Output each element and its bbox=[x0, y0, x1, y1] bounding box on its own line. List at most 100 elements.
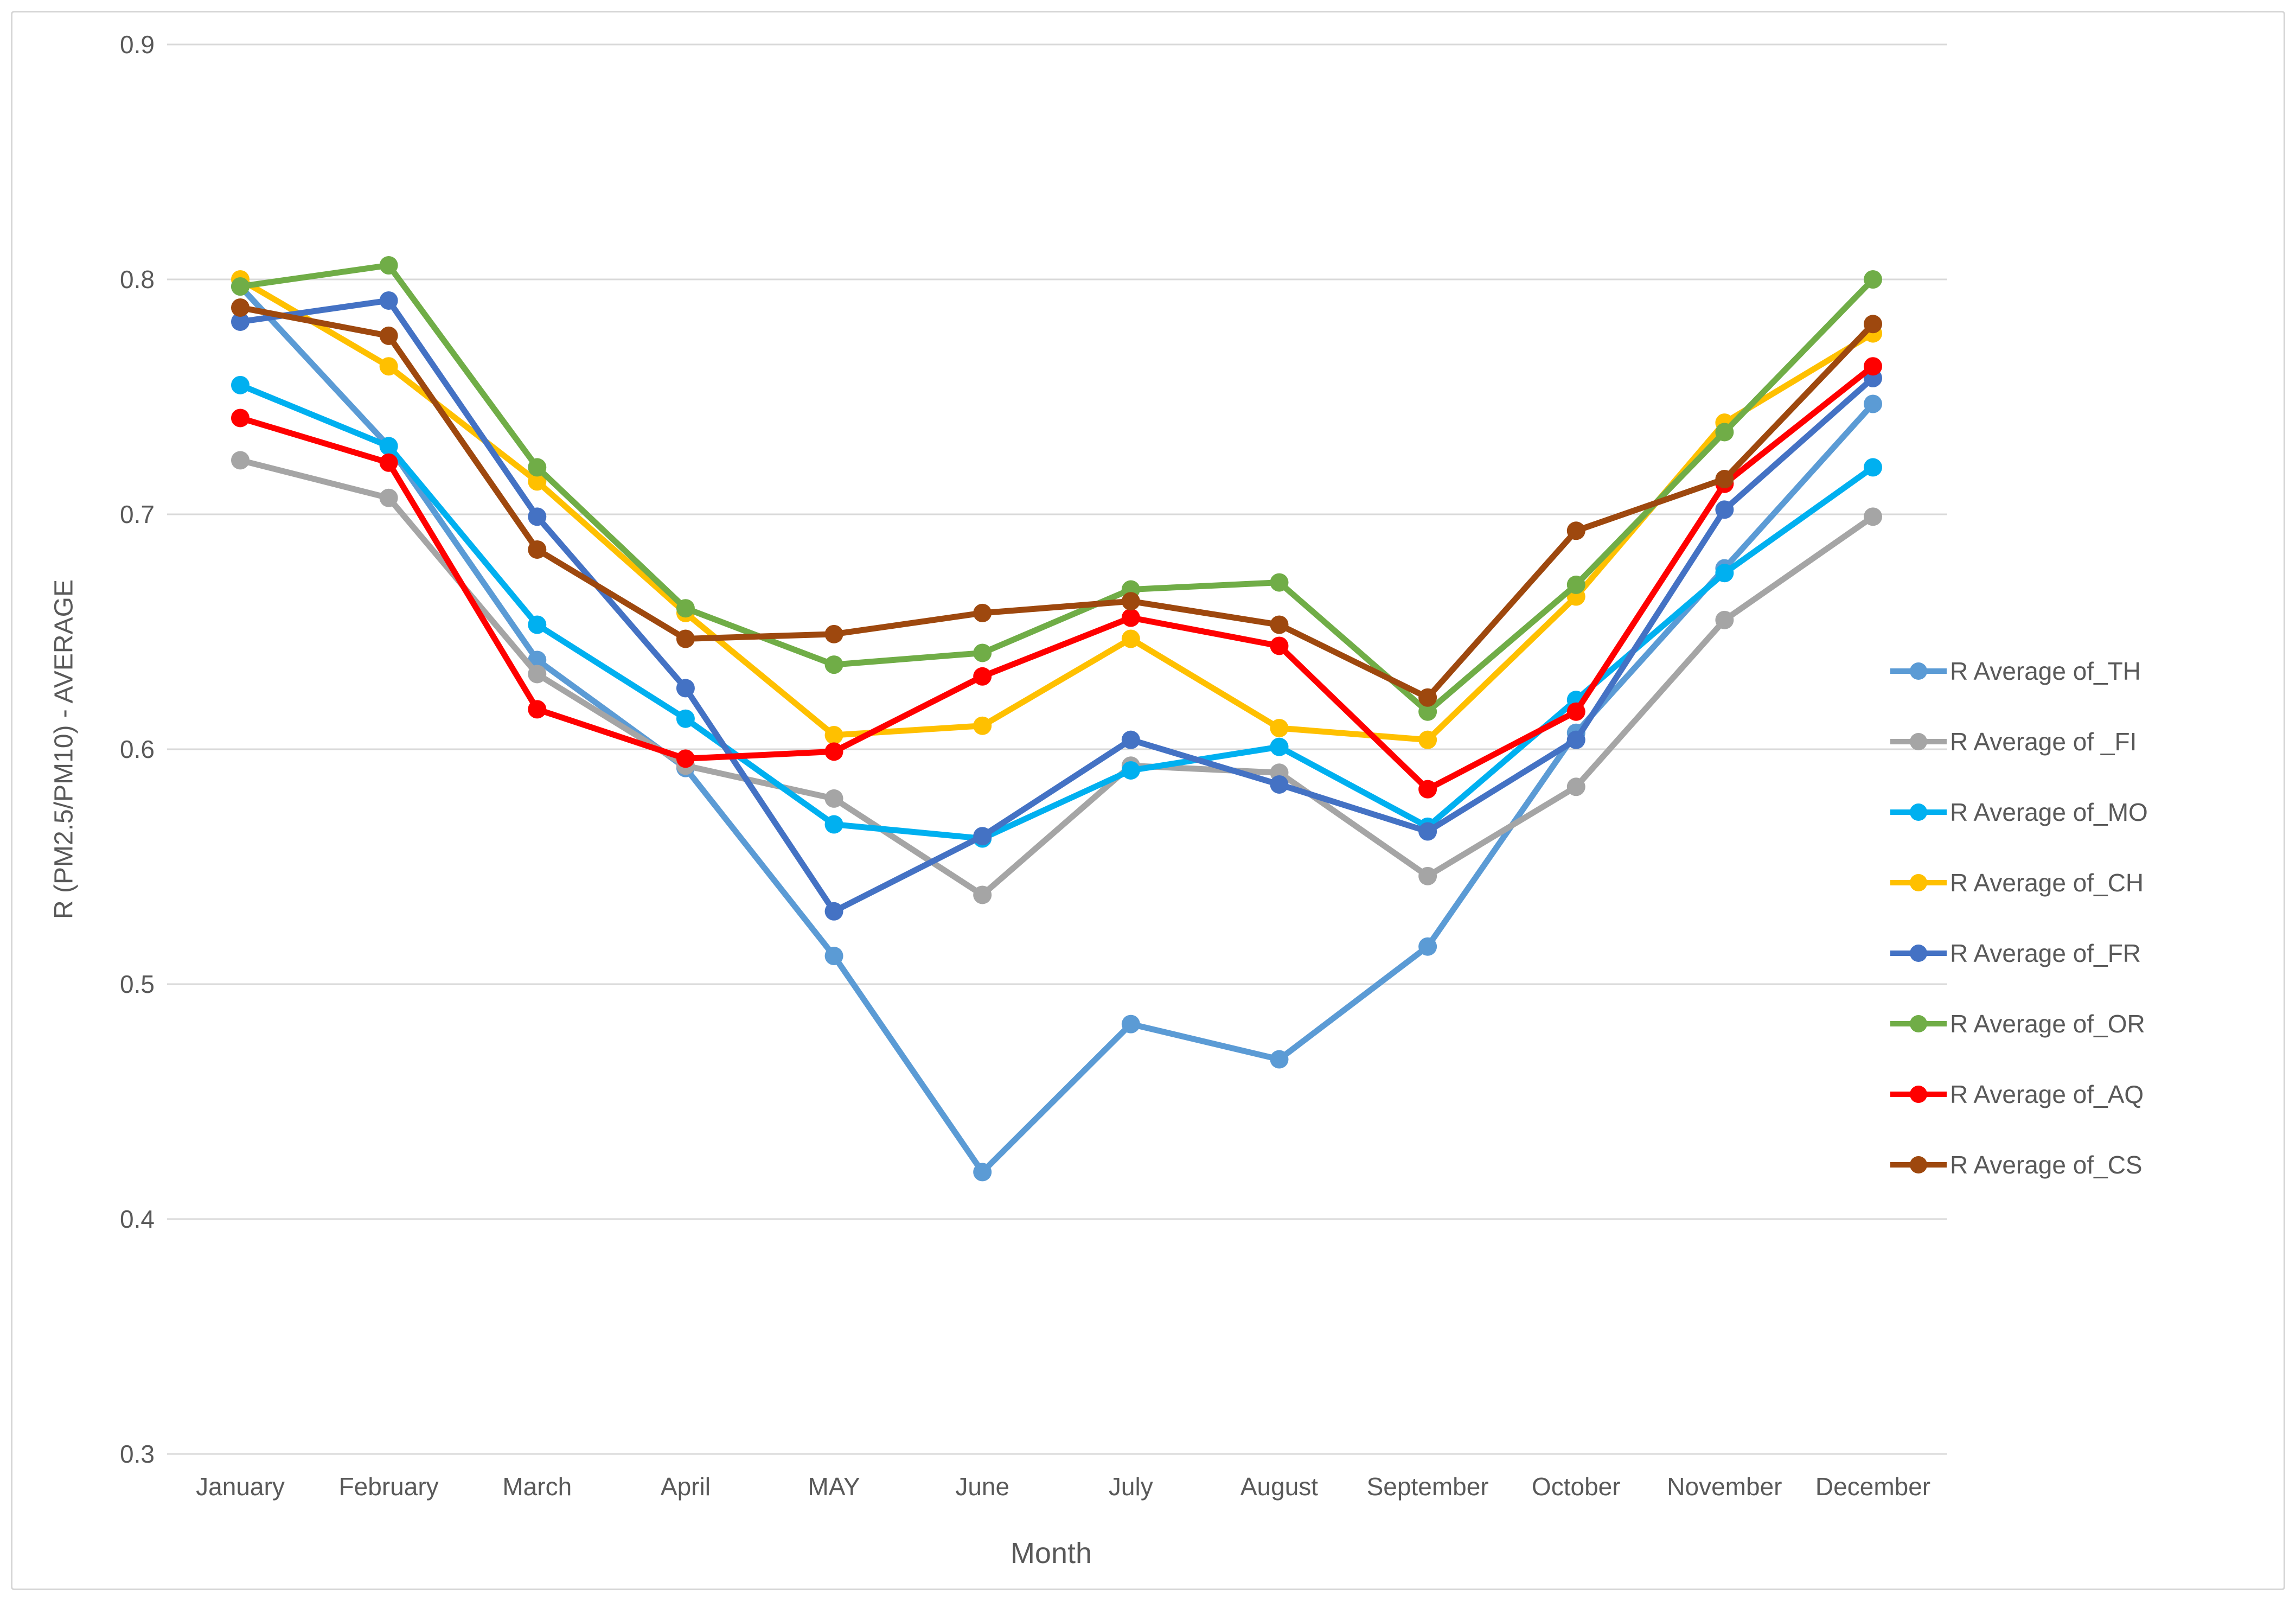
data-point-marker bbox=[1864, 394, 1883, 413]
data-point-marker bbox=[1270, 1050, 1289, 1069]
data-point-marker bbox=[1566, 702, 1585, 721]
series-line bbox=[237, 297, 1876, 915]
legend-label: R Average of_OR bbox=[1950, 1010, 2145, 1038]
x-tick-label: July bbox=[1108, 1472, 1153, 1501]
data-point-marker bbox=[1864, 507, 1883, 526]
x-tick-label: April bbox=[660, 1472, 711, 1501]
data-point-marker bbox=[676, 749, 695, 768]
series-line bbox=[237, 457, 1876, 898]
legend-line-dot-icon bbox=[1890, 803, 1947, 821]
data-point-marker bbox=[973, 643, 992, 662]
data-point-marker bbox=[973, 1163, 992, 1182]
data-point-marker bbox=[528, 507, 547, 526]
legend-line-dot-icon bbox=[1890, 1085, 1947, 1104]
data-point-marker bbox=[231, 375, 250, 394]
data-point-marker bbox=[231, 277, 250, 296]
data-point-marker bbox=[1121, 761, 1140, 780]
legend-item: R Average of_CH bbox=[1890, 866, 2144, 899]
data-point-marker bbox=[231, 409, 250, 428]
data-point-marker bbox=[1418, 688, 1437, 707]
data-point-marker bbox=[973, 827, 992, 846]
data-point-marker bbox=[824, 742, 843, 761]
data-point-marker bbox=[824, 815, 843, 834]
series-r-average-of-_fi bbox=[231, 451, 1883, 904]
data-point-marker bbox=[1715, 470, 1734, 489]
y-tick-label: 0.3 bbox=[120, 1440, 155, 1468]
data-point-marker bbox=[1418, 866, 1437, 885]
legend-item: R Average of_AQ bbox=[1890, 1078, 2144, 1111]
data-point-marker bbox=[1715, 610, 1734, 629]
data-point-marker bbox=[1864, 270, 1883, 289]
legend-dot bbox=[1910, 662, 1927, 680]
series-line bbox=[237, 276, 1876, 743]
data-point-marker bbox=[528, 458, 547, 477]
y-tick-label: 0.5 bbox=[120, 970, 155, 998]
legend-dot bbox=[1910, 945, 1927, 962]
legend-line-dot-icon bbox=[1890, 1015, 1947, 1033]
data-point-marker bbox=[676, 709, 695, 728]
series-line bbox=[237, 262, 1876, 715]
x-tick-label: August bbox=[1240, 1472, 1319, 1501]
legend-dot bbox=[1910, 733, 1927, 750]
data-point-marker bbox=[1418, 822, 1437, 841]
data-point-marker bbox=[973, 603, 992, 622]
data-point-marker bbox=[1121, 730, 1140, 749]
series-line bbox=[237, 304, 1876, 701]
data-point-marker bbox=[1418, 702, 1437, 721]
legend-label: R Average of_AQ bbox=[1950, 1080, 2144, 1108]
data-point-marker bbox=[1566, 521, 1585, 540]
legend-item: R Average of_MO bbox=[1890, 796, 2148, 828]
data-point-marker bbox=[1566, 575, 1585, 594]
data-point-marker bbox=[824, 655, 843, 674]
legend-dot bbox=[1910, 874, 1927, 891]
y-axis-title: R (PM2.5/PM10) - AVERAGE bbox=[49, 579, 79, 919]
legend-line-dot-icon bbox=[1890, 732, 1947, 751]
x-tick-label: October bbox=[1531, 1472, 1621, 1501]
x-tick-label: June bbox=[955, 1472, 1010, 1501]
x-tick-label: September bbox=[1366, 1472, 1489, 1501]
data-point-marker bbox=[1418, 780, 1437, 799]
data-point-marker bbox=[379, 357, 398, 376]
gridlines bbox=[167, 43, 1947, 1455]
data-point-marker bbox=[1121, 629, 1140, 648]
data-point-marker bbox=[231, 451, 250, 470]
data-point-marker bbox=[1566, 730, 1585, 749]
series-r-average-of_aq bbox=[231, 357, 1883, 799]
series-r-average-of_th bbox=[231, 277, 1883, 1182]
data-point-marker bbox=[824, 902, 843, 921]
data-point-marker bbox=[973, 716, 992, 735]
y-tick-label: 0.8 bbox=[120, 265, 155, 294]
data-point-marker bbox=[1270, 573, 1289, 592]
data-point-marker bbox=[824, 726, 843, 745]
data-point-marker bbox=[379, 326, 398, 345]
legend-item: R Average of_OR bbox=[1890, 1007, 2145, 1040]
x-tick-label: January bbox=[196, 1472, 285, 1501]
data-point-marker bbox=[676, 679, 695, 698]
x-tick-label: December bbox=[1815, 1472, 1931, 1501]
data-point-marker bbox=[676, 599, 695, 618]
x-axis-title: Month bbox=[1010, 1537, 1092, 1570]
data-point-marker bbox=[1715, 564, 1734, 583]
data-point-marker bbox=[1270, 775, 1289, 794]
legend-dot bbox=[1910, 1015, 1927, 1032]
legend-line-dot-icon bbox=[1890, 944, 1947, 962]
data-point-marker bbox=[1270, 615, 1289, 634]
y-tick-label: 0.4 bbox=[120, 1205, 155, 1233]
x-tick-label: March bbox=[502, 1472, 572, 1501]
legend-line-dot-icon bbox=[1890, 873, 1947, 892]
data-point-marker bbox=[1270, 737, 1289, 756]
data-point-marker bbox=[379, 453, 398, 472]
legend-item: R Average of_FR bbox=[1890, 937, 2141, 969]
data-point-marker bbox=[379, 437, 398, 456]
legend-label: R Average of_TH bbox=[1950, 657, 2141, 685]
y-tick-label: 0.7 bbox=[120, 500, 155, 528]
data-point-marker bbox=[528, 665, 547, 684]
legend-item: R Average of _FI bbox=[1890, 725, 2137, 758]
data-point-marker bbox=[824, 789, 843, 808]
data-point-marker bbox=[528, 615, 547, 634]
data-point-marker bbox=[1566, 777, 1585, 796]
data-point-marker bbox=[1418, 730, 1437, 749]
data-point-marker bbox=[1121, 608, 1140, 627]
